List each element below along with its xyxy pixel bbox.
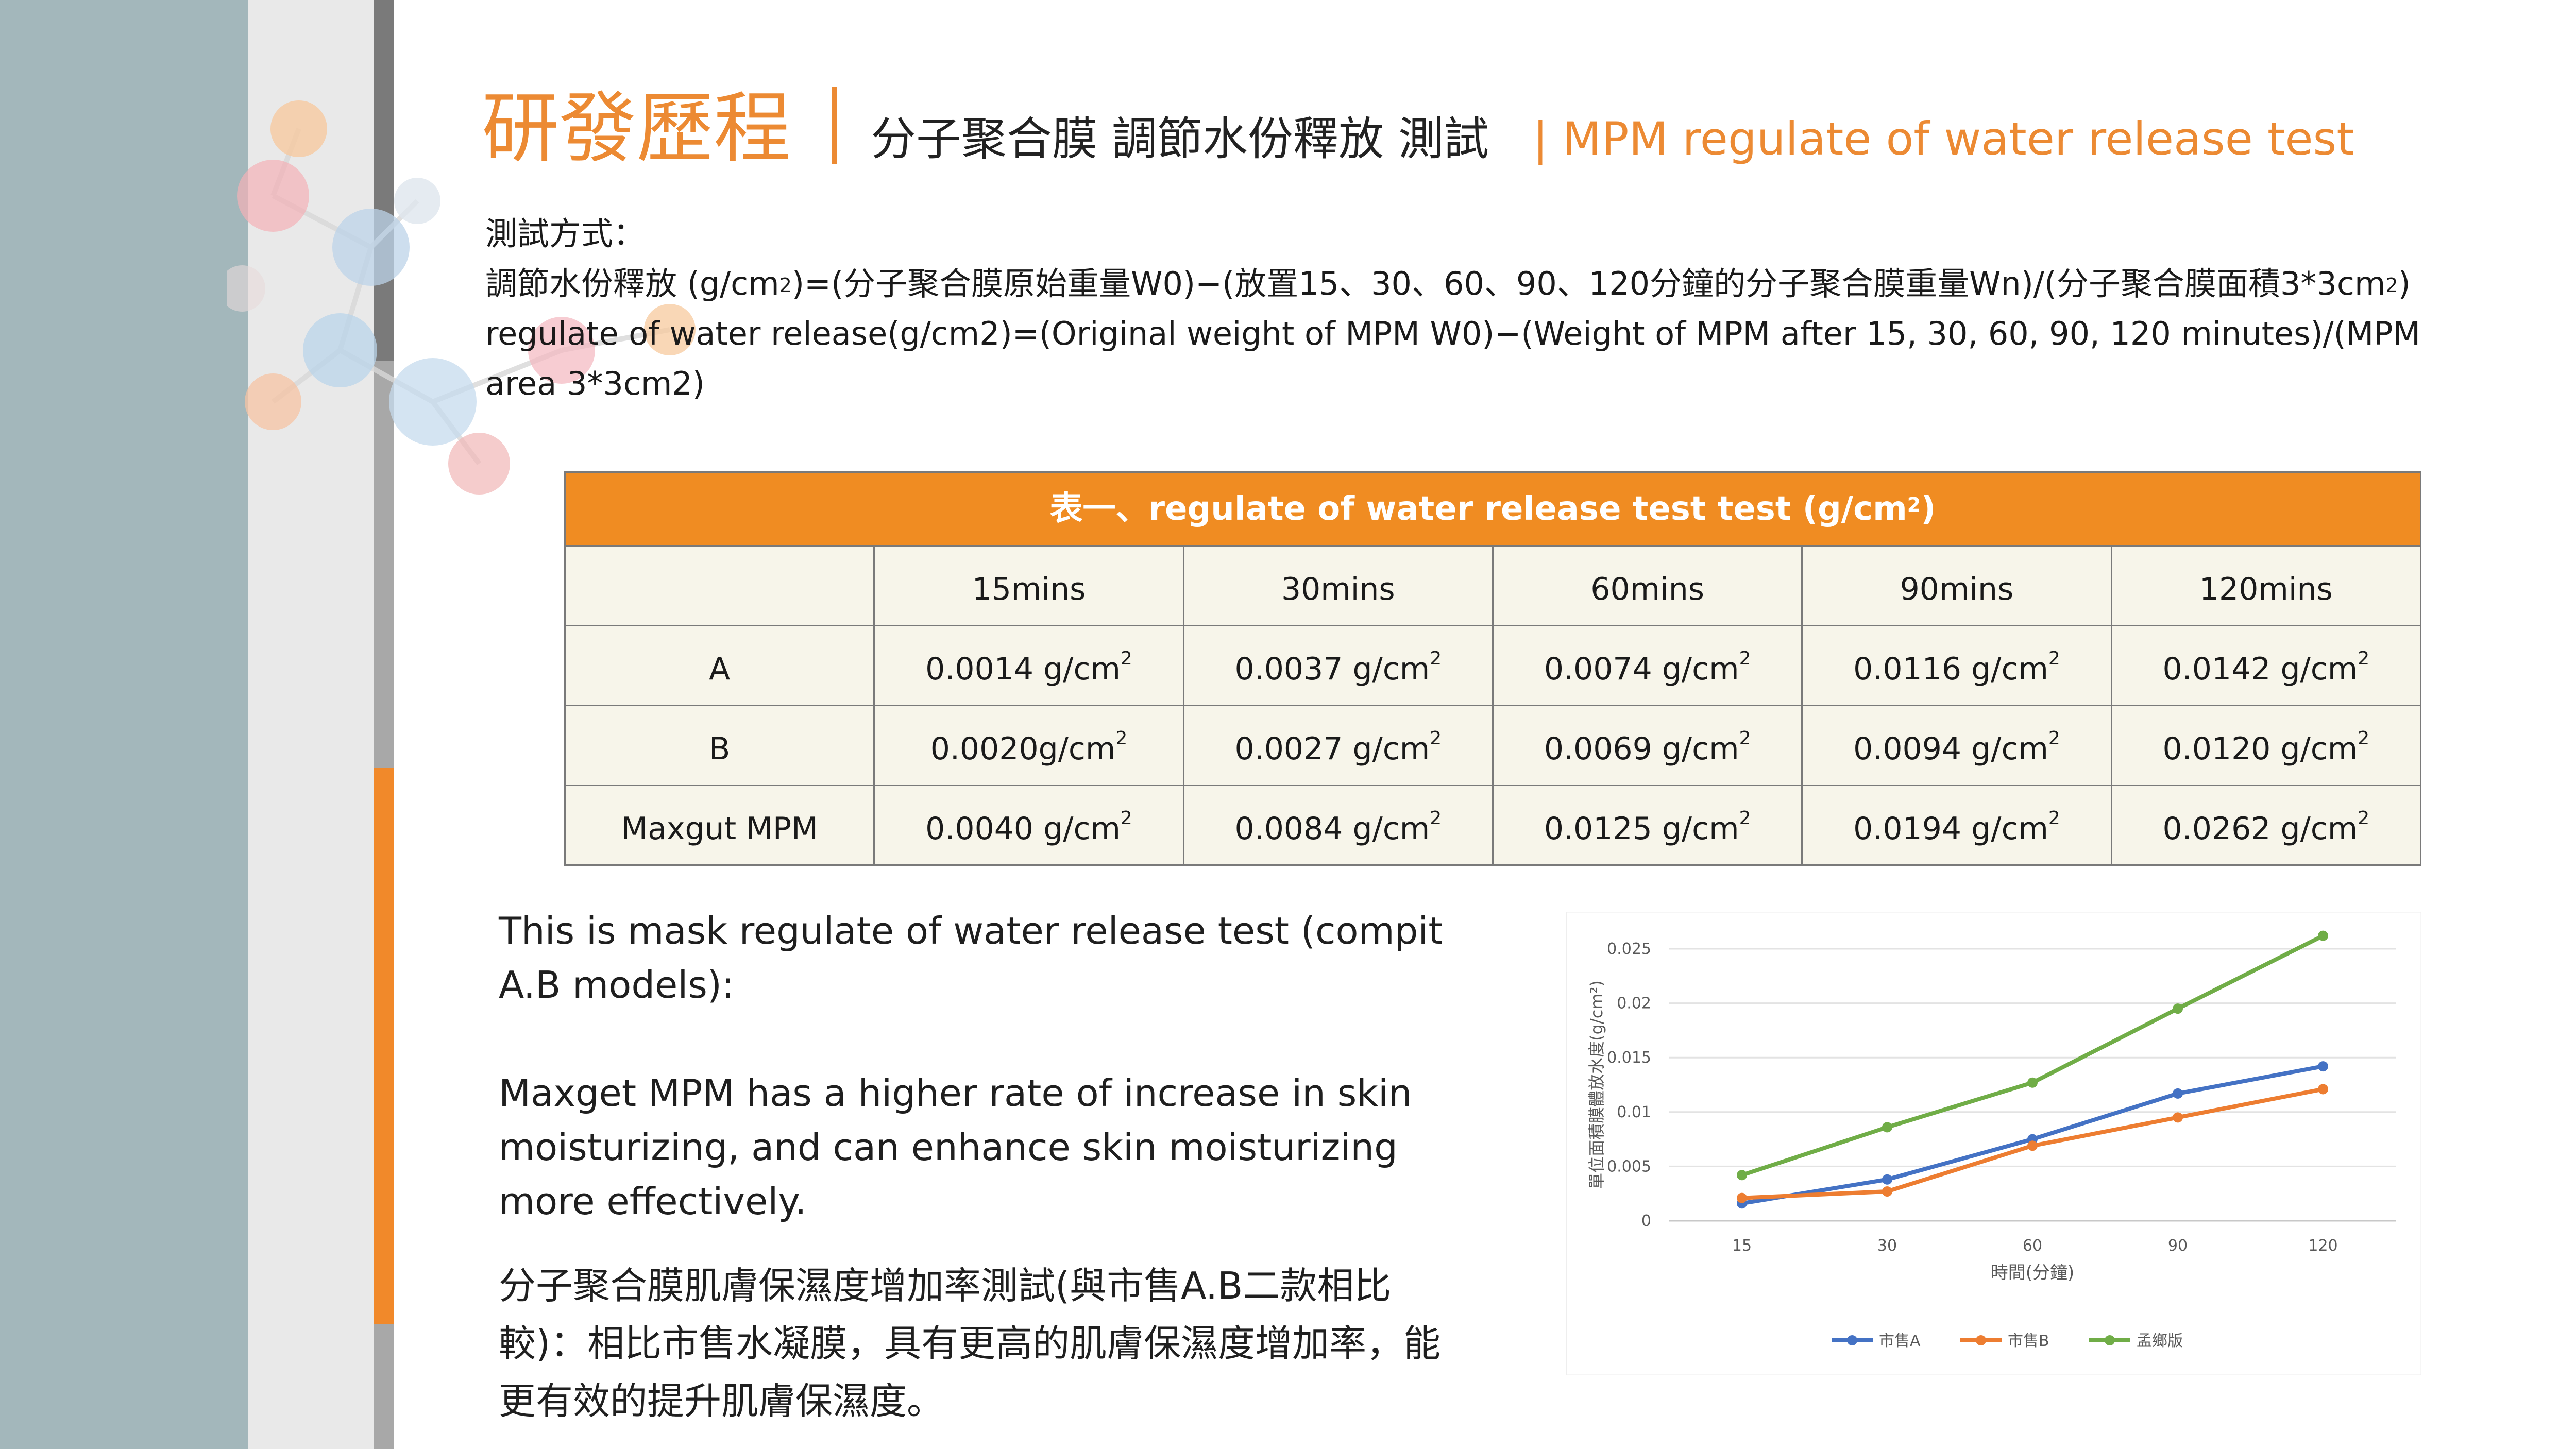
table-header-cell: 120mins [2110, 545, 2422, 626]
table-header-cell: 90mins [1801, 545, 2112, 626]
method-label: 測試方式： [485, 215, 646, 252]
y-tick-label: 0.025 [1607, 940, 1651, 958]
data-point [2173, 1003, 2183, 1014]
title-divider [832, 87, 837, 164]
table-row: Maxgut MPM 0.0040 g/cm2 0.0084 g/cm2 0.0… [564, 785, 2422, 866]
table-cell: 0.0027 g/cm2 [1182, 705, 1494, 786]
summary-en-result: Maxget MPM has a higher rate of increase… [499, 1071, 1412, 1223]
data-point [1882, 1122, 1892, 1133]
table-cell: 0.0262 g/cm2 [2110, 785, 2422, 866]
table-cell: 0.0020g/cm2 [873, 705, 1184, 786]
table-header-cell: 60mins [1492, 545, 1803, 626]
x-tick-label: 120 [2308, 1237, 2337, 1255]
table-cell: 0.0069 g/cm2 [1492, 705, 1803, 786]
table-cell: 0.0142 g/cm2 [2110, 625, 2422, 706]
line-chart: 0 0.005 0.01 0.015 0.02 0.025 15 30 60 90 120 時間(分鐘… [1565, 911, 2422, 1376]
method-formula-en: regulate of water release(g/cm2)=(Origin… [485, 315, 2421, 402]
data-point [2318, 930, 2328, 941]
molecule-decoration [227, 100, 696, 495]
page-subtitle-zh: 分子聚合膜 調節水份釋放 測試 [871, 112, 1489, 165]
y-tick-label: 0.02 [1617, 995, 1651, 1013]
chart-svg: 0 0.005 0.01 0.015 0.02 0.025 15 30 60 90 120 時間(分鐘… [1565, 911, 2422, 1376]
legend-label: 市售A [1879, 1332, 1921, 1350]
table-cell: 0.0120 g/cm2 [2110, 705, 2422, 786]
table-row: B 0.0020g/cm2 0.0027 g/cm2 0.0069 g/cm2 … [564, 705, 2422, 786]
data-point [2173, 1088, 2183, 1099]
method-formula-zh: 調節水份釋放 (g/cm2)=(分子聚合膜原始重量W0)−(放置15、30、60… [485, 265, 2411, 302]
summary-en-intro: This is mask regulate of water release t… [499, 909, 1443, 1007]
x-tick-label: 30 [1877, 1237, 1897, 1255]
left-dark-band [374, 0, 394, 361]
summary-spacer [499, 1012, 1467, 1066]
x-axis-label: 時間(分鐘) [1991, 1263, 2075, 1283]
table-cell: 0.0037 g/cm2 [1182, 625, 1494, 706]
table-header-cell: 15mins [873, 545, 1184, 626]
table-cell: 0.0194 g/cm2 [1801, 785, 2112, 866]
test-method: 測試方式： 調節水份釋放 (g/cm2)=(分子聚合膜原始重量W0)−(放置15… [485, 209, 2495, 408]
table-caption: 表一、regulate of water release test test (… [564, 471, 2421, 545]
data-point [2318, 1084, 2328, 1095]
table-cell: 0.0116 g/cm2 [1801, 625, 2112, 706]
table-header-cell: 30mins [1182, 545, 1494, 626]
chart-background [1565, 911, 2422, 1376]
data-point [1882, 1174, 1892, 1185]
results-table: 表一、regulate of water release test test (… [564, 471, 2422, 866]
legend-label: 孟鄉版 [2137, 1332, 2183, 1350]
legend-label: 市售B [2008, 1332, 2049, 1350]
x-tick-label: 60 [2023, 1237, 2042, 1255]
row-label: Maxgut MPM [564, 785, 875, 866]
y-tick-label: 0.01 [1617, 1103, 1651, 1121]
row-label: B [564, 705, 875, 786]
x-tick-label: 90 [2168, 1237, 2188, 1255]
summary-zh: 分子聚合膜肌膚保濕度增加率測試(與市售A.B二款相比較)：相比市售水凝膜，具有更… [499, 1264, 1441, 1423]
page-subtitle-en: | MPM regulate of water release test [1533, 112, 2354, 165]
table-cell: 0.0040 g/cm2 [873, 785, 1184, 866]
data-point [2318, 1061, 2328, 1072]
data-point [1737, 1192, 1747, 1203]
y-tick-label: 0.015 [1607, 1049, 1651, 1067]
data-point [1737, 1170, 1747, 1181]
data-point [1882, 1186, 1892, 1197]
data-point [2027, 1077, 2038, 1088]
table-cell: 0.0125 g/cm2 [1492, 785, 1803, 866]
row-label: A [564, 625, 875, 706]
y-tick-label: 0 [1641, 1212, 1651, 1230]
table-cell: 0.0084 g/cm2 [1182, 785, 1494, 866]
y-axis-label: 單位面積膜體放水度(g/cm²) [1587, 980, 1606, 1189]
table-cell: 0.0074 g/cm2 [1492, 625, 1803, 706]
left-orange-band [374, 768, 394, 1324]
y-tick-label: 0.005 [1607, 1157, 1651, 1175]
x-tick-label: 15 [1732, 1237, 1752, 1255]
table-cell: 0.0014 g/cm2 [873, 625, 1184, 706]
summary-en: This is mask regulate of water release t… [499, 904, 1467, 1229]
legend-marker [1976, 1335, 1986, 1345]
page-title: 研發歷程 [482, 84, 791, 174]
data-point [2173, 1112, 2183, 1123]
legend-marker [1847, 1335, 1857, 1345]
left-teal-band [0, 0, 248, 1449]
table-row: A 0.0014 g/cm2 0.0037 g/cm2 0.0074 g/cm2… [564, 625, 2422, 706]
table-header-cell [564, 545, 875, 626]
table-header-row: 15mins 30mins 60mins 90mins 120mins [564, 545, 2422, 626]
table-cell: 0.0094 g/cm2 [1801, 705, 2112, 786]
data-point [2027, 1140, 2038, 1151]
legend-marker [2105, 1335, 2115, 1345]
